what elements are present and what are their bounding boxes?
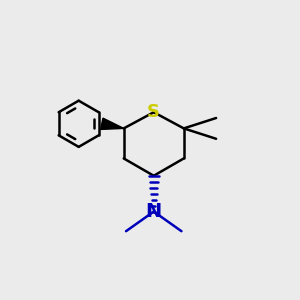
Polygon shape <box>100 118 124 129</box>
Text: N: N <box>146 202 162 221</box>
Text: S: S <box>147 103 160 121</box>
